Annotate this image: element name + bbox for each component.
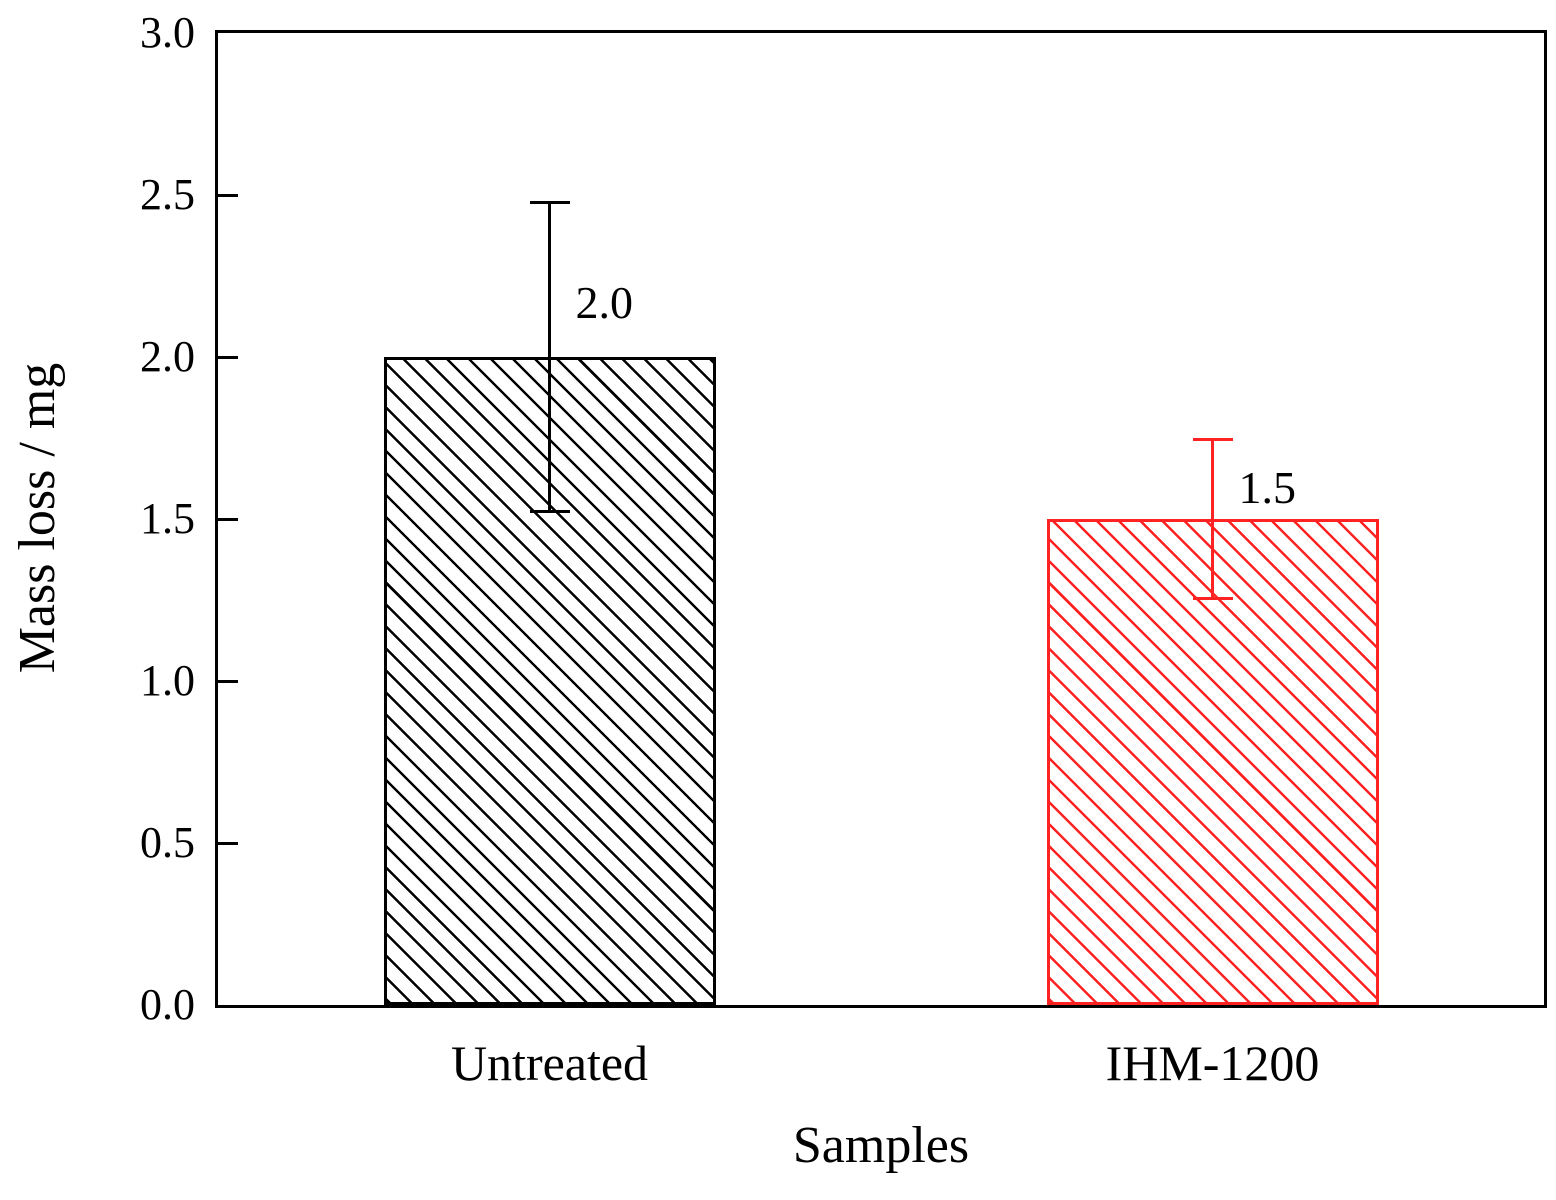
error-bar-cap-top — [529, 201, 570, 205]
error-bar-cap-bottom — [1192, 597, 1233, 600]
error-bar-cap-bottom — [529, 509, 570, 513]
y-tick-label: 0.5 — [140, 818, 195, 867]
y-tick-mark — [218, 679, 238, 683]
x-axis-title: Samples — [792, 1117, 970, 1174]
error-bar-line — [1211, 438, 1214, 600]
error-bar-line — [548, 201, 551, 513]
y-tick-label: 0.0 — [140, 980, 195, 1029]
y-tick-label: 3.0 — [140, 8, 195, 57]
bar-value-label: 1.5 — [1238, 461, 1297, 513]
error-bar-cap-top — [1192, 438, 1233, 441]
y-tick-label: 1.0 — [140, 656, 195, 705]
y-tick-mark — [218, 193, 238, 197]
x-tick-label: Untreated — [450, 1035, 649, 1091]
y-tick-mark — [218, 355, 238, 359]
y-tick-mark — [218, 841, 238, 845]
y-tick-label: 1.5 — [140, 494, 195, 543]
plot-area: 2.0 1.5 — [215, 30, 1547, 1008]
x-tick-label: IHM-1200 — [1105, 1035, 1320, 1091]
bar-ihm-1200 — [1046, 519, 1379, 1005]
y-tick-label: 2.0 — [140, 332, 195, 381]
y-tick-label: 2.5 — [140, 170, 195, 219]
bar-value-label: 2.0 — [575, 277, 634, 329]
y-tick-mark — [218, 517, 238, 521]
